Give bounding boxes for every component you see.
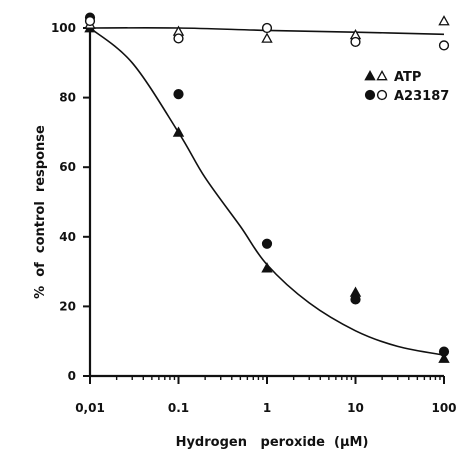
legend-entry-atp: ATP: [364, 70, 421, 85]
legend: ATP A23187: [364, 70, 449, 104]
filled-circle-legend-icon: [364, 89, 376, 101]
x-tick-label: 10: [347, 401, 364, 415]
legend-entry-a23187: A23187: [364, 89, 449, 104]
filled-triangle-point: [172, 126, 185, 137]
filled-triangle-point: [438, 352, 450, 363]
open-circle-point: [438, 40, 450, 51]
open-circle-point: [84, 15, 96, 27]
y-tick-label: 80: [59, 91, 76, 105]
fit-curves: [89, 27, 445, 356]
open-circle-legend-icon: [376, 89, 388, 101]
x-tick-label: 1: [263, 401, 271, 415]
x-tick-label: 0,01: [75, 401, 105, 415]
fit-curve-1: [89, 27, 445, 356]
filled-circle-point: [438, 346, 450, 357]
data-points: [84, 12, 450, 363]
filled-circle-point: [173, 89, 184, 100]
y-tick-label: 0: [68, 369, 76, 383]
x-tick-label: 0.1: [168, 401, 189, 415]
open-circle-point: [173, 33, 184, 44]
tick-labels: 0 20 40 60 80 100 0,01 0.1 1 10 100: [51, 21, 456, 415]
y-tick-label: 60: [59, 160, 76, 174]
filled-circle-point: [350, 294, 361, 305]
open-circle-point: [350, 36, 361, 48]
legend-label: A23187: [394, 89, 449, 104]
tick-marks: [83, 27, 445, 384]
open-triangle-point: [261, 32, 273, 43]
filled-triangle-point: [261, 262, 273, 273]
y-tick-label: 40: [59, 230, 76, 244]
open-triangle-legend-icon: [376, 70, 388, 81]
y-tick-label: 20: [59, 299, 76, 313]
open-triangle-point: [438, 15, 450, 26]
x-tick-label: 100: [431, 401, 456, 415]
filled-triangle-legend-icon: [364, 70, 376, 81]
filled-circle-point: [261, 238, 273, 249]
x-axis-label: Hydrogen peroxide (µM): [176, 435, 369, 450]
legend-label: ATP: [394, 70, 421, 85]
open-circle-point: [261, 22, 273, 34]
y-axis-label: % of control response: [33, 125, 48, 299]
axes: [88, 22, 444, 378]
y-tick-label: 100: [51, 21, 76, 35]
